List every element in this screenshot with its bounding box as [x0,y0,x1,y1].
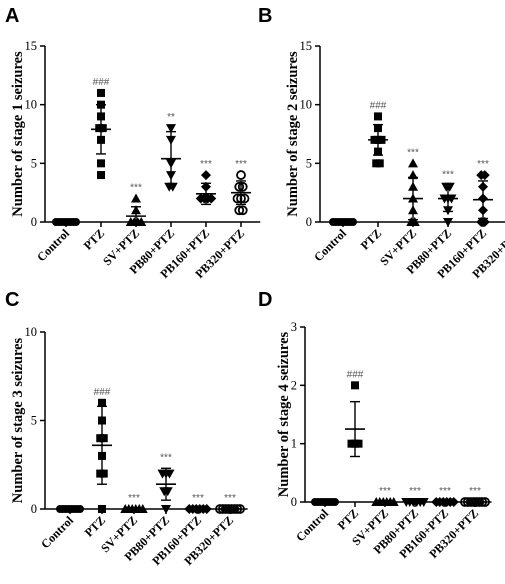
data-point [443,218,453,227]
y-tick-label: 0 [291,495,297,509]
significance-label: *** [192,493,204,504]
significance-label: *** [407,147,419,158]
data-point [234,181,245,192]
y-tick-label: 0 [31,502,37,516]
significance-label: *** [224,493,236,504]
data-point [236,170,246,180]
y-tick-label: 5 [31,156,37,170]
panel-letter: A [5,5,19,27]
significance-label: *** [128,493,140,504]
data-point [237,181,248,192]
y-tick-label: 1 [291,437,297,451]
panel-c: C Number of stage 3 seizures 0 5 10 Control PT… [5,289,248,568]
y-tick-label: 10 [300,98,313,112]
panel-letter: B [258,5,272,27]
y-axis-title: Number of stage 3 seizures [10,337,26,503]
data-point [98,124,107,133]
significance-label: *** [160,452,172,463]
significance-label: *** [439,486,451,497]
panel-a: A Number of stage 1 seizures 0 5 10 15 Control… [5,5,261,281]
y-tick-label: 0 [31,215,37,229]
significance-label: *** [379,486,391,497]
significance-label: ### [347,369,364,380]
y-tick-label: 5 [31,414,37,428]
data-point [97,88,105,97]
data-point [237,205,248,216]
x-tick-label: Control [293,506,331,544]
x-tick-label: Control [38,513,76,551]
panel-b: B Number of stage 2 seizures 0 5 10 15 Control… [258,5,505,281]
significance-label: *** [477,159,489,170]
y-tick-label: 15 [300,39,313,53]
x-tick-label: PTZ [335,506,361,532]
data-point [99,469,108,478]
data-point [375,159,384,168]
data-point [162,487,173,497]
significance-label: ** [167,112,175,123]
data-point [201,170,211,181]
y-tick-label: 3 [291,320,297,334]
significance-label: *** [442,170,454,181]
data-point [164,469,175,479]
x-tick-label: PTZ [358,226,384,252]
x-tick-label: Control [311,226,349,264]
data-point [351,381,359,390]
data-point [97,171,105,180]
y-tick-label: 5 [306,156,312,170]
x-tick-label: PTZ [82,513,108,539]
significance-label: ### [93,77,110,88]
data-point [98,505,106,513]
data-point [234,205,245,216]
data-point [206,193,217,204]
data-point [408,158,418,168]
significance-label: *** [409,486,421,497]
data-point [131,193,141,203]
y-axis-title: Number of stage 4 seizures [276,331,292,497]
data-point [479,170,490,181]
significance-label: ### [370,100,387,111]
x-tick-label: Control [34,226,72,264]
x-tick-label: PTZ [81,226,107,252]
y-tick-label: 10 [25,98,38,112]
data-point [98,398,106,407]
y-tick-label: 10 [25,325,38,339]
data-point [99,434,108,443]
data-point [409,217,420,226]
significance-label: ### [94,387,111,398]
data-point [166,124,176,134]
panel-letter: D [258,289,272,311]
y-axis-title: Number of stage 2 seizures [285,51,301,217]
data-point [97,159,105,168]
significance-label: *** [235,159,247,170]
data-point [354,439,363,448]
panel-letter: C [5,289,19,311]
y-tick-label: 15 [25,39,38,53]
data-point [161,505,171,514]
y-tick-label: 0 [306,215,312,229]
significance-label: *** [130,183,142,194]
data-point [479,217,490,227]
y-tick-label: 2 [291,378,297,392]
y-axis-title: Number of stage 1 seizures [10,51,26,217]
data-point [374,112,382,121]
significance-label: *** [469,486,481,497]
data-point [136,217,147,226]
significance-label: *** [200,159,212,170]
